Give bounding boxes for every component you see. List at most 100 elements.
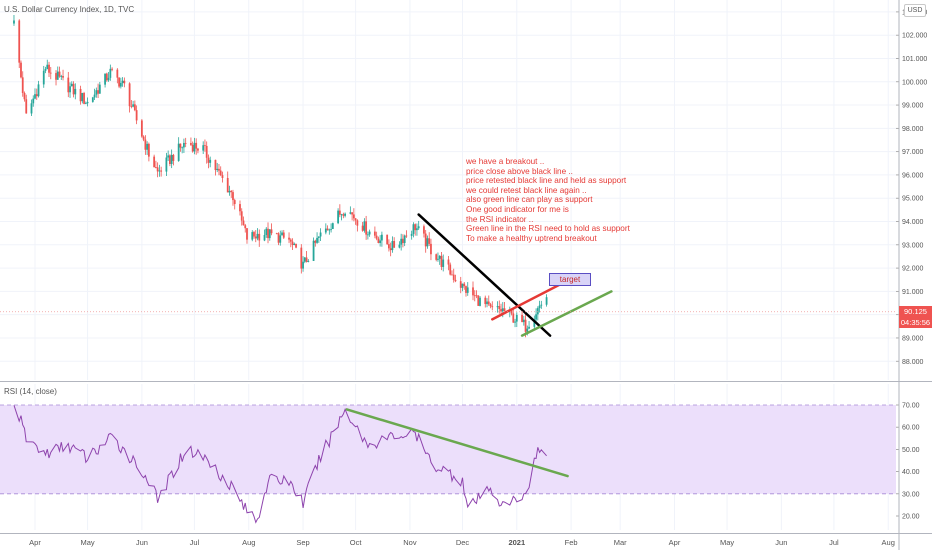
candle-body	[342, 214, 345, 216]
candle-body	[295, 243, 297, 248]
candle-body	[305, 257, 308, 262]
x-tick-label: Nov	[403, 538, 417, 547]
candle-body	[132, 104, 135, 107]
candle-body	[447, 259, 450, 265]
candle-body	[351, 212, 354, 215]
candle-body	[230, 190, 233, 193]
chart-title: U.S. Dollar Currency Index, 1D, TVC	[4, 5, 135, 14]
candle-body	[466, 287, 469, 293]
candle-body	[288, 237, 290, 240]
candle-body	[156, 167, 159, 172]
candle-body	[522, 319, 525, 323]
candle-body	[293, 243, 296, 246]
candle-body	[536, 308, 539, 315]
candle-body	[258, 233, 261, 241]
candle-body	[95, 90, 98, 95]
candle-body	[147, 143, 150, 157]
candle-body	[130, 106, 133, 107]
candle-body	[510, 309, 513, 314]
candle-body	[190, 143, 192, 145]
candle-body	[515, 314, 518, 322]
candle-body	[228, 190, 231, 193]
candle-body	[356, 220, 359, 226]
candle-body	[128, 83, 131, 107]
candle-body	[239, 204, 241, 212]
candle-body	[253, 232, 255, 237]
candle-body	[465, 286, 467, 293]
candle-body	[496, 306, 499, 308]
candle-body	[256, 233, 259, 239]
candle-body	[72, 83, 75, 95]
candle-body	[209, 159, 212, 163]
candle-body	[55, 73, 57, 80]
candle-body	[344, 213, 347, 216]
note-line: One good indicator for me is	[466, 204, 569, 214]
x-tick-label: Jun	[775, 538, 787, 547]
candle-body	[123, 80, 126, 84]
candle-body	[326, 228, 329, 231]
candle-body	[69, 86, 71, 93]
candle-body	[37, 84, 40, 97]
candle-body	[191, 144, 194, 152]
candle-body	[153, 156, 156, 168]
candle-body	[221, 175, 224, 178]
candle-body	[281, 232, 283, 236]
candle-body	[142, 136, 145, 140]
candle-body	[375, 235, 378, 239]
candle-body	[62, 76, 64, 78]
candle-body	[449, 264, 452, 275]
note-line: the RSI indicator ..	[466, 214, 534, 224]
x-tick-label: Mar	[614, 538, 627, 547]
candle-body	[133, 104, 136, 111]
candle-body	[193, 142, 196, 152]
candle-body	[459, 281, 462, 288]
candle-body	[289, 239, 292, 242]
candle-body	[528, 326, 530, 329]
x-tick-label: Apr	[669, 538, 681, 547]
rsi-band-lines	[0, 404, 896, 495]
candle-body	[349, 212, 352, 214]
candle-body	[426, 238, 429, 247]
note-line: also green line can play as support	[466, 195, 593, 205]
y-tick-label: 93.000	[902, 242, 924, 249]
candle-body	[105, 73, 108, 81]
candle-body	[300, 247, 303, 269]
candle-body	[214, 159, 217, 171]
currency-badge[interactable]: USD	[904, 4, 926, 17]
rsi-tick-label: 70.00	[902, 403, 920, 410]
rsi-tick-label: 60.00	[902, 425, 920, 432]
candle-body	[437, 258, 439, 260]
y-tick-label: 96.000	[902, 172, 924, 179]
x-tick-label: May	[80, 538, 94, 547]
candle-body	[79, 88, 82, 102]
candle-body	[218, 168, 220, 171]
candle-body	[454, 279, 457, 282]
candle-body	[135, 110, 138, 121]
candle-body	[118, 77, 120, 87]
candle-body	[416, 228, 418, 231]
candle-body	[275, 233, 278, 235]
candle-body	[21, 77, 24, 94]
candle-body	[500, 309, 502, 312]
x-tick-label: Feb	[565, 538, 578, 547]
candle-body	[111, 68, 113, 70]
candle-body	[307, 260, 310, 262]
candle-body	[328, 229, 331, 231]
candle-body	[207, 157, 210, 163]
candle-body	[119, 82, 122, 87]
candle-body	[388, 244, 390, 249]
candle-body	[379, 240, 382, 243]
candle-body	[317, 236, 320, 238]
candle-body	[540, 304, 543, 306]
candle-body	[195, 142, 198, 149]
candle-body	[219, 170, 222, 176]
x-tick-label: Apr	[29, 538, 41, 547]
candle-body	[254, 236, 257, 239]
candle-body	[216, 168, 219, 171]
candle-body	[233, 200, 236, 205]
candle-body	[83, 93, 85, 104]
candle-body	[365, 221, 368, 235]
candle-body	[121, 80, 124, 83]
candle-body	[44, 69, 47, 71]
candle-body	[202, 145, 205, 151]
